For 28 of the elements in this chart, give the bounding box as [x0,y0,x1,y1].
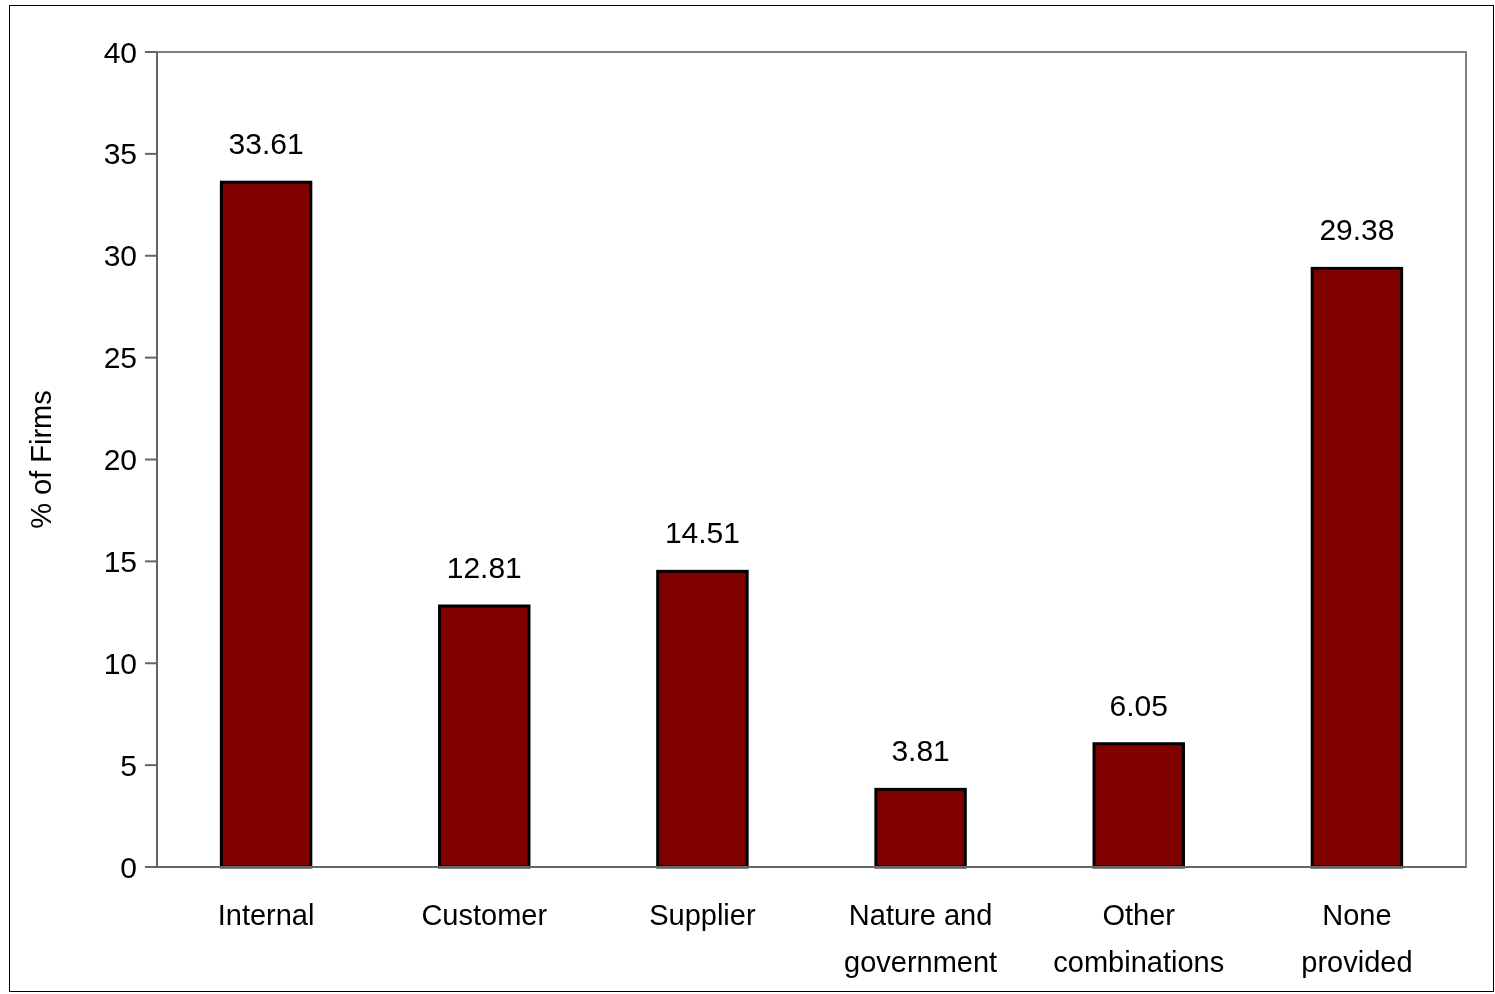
x-tick-label: Supplier [649,899,756,931]
data-label: 33.61 [228,127,304,161]
bar [1310,266,1404,869]
y-axis-title: % of Firms [25,390,57,529]
y-tick-label: 40 [103,35,137,69]
bar [438,604,531,869]
x-tick-label: None provided [1301,899,1413,978]
x-tick-label: Internal [217,899,315,931]
x-tick-label: Nature and government [844,899,998,978]
x-tick-label: Other combinations [1053,899,1225,978]
data-label: 14.51 [664,516,740,550]
y-tick-label: 30 [103,239,137,273]
data-label: 3.81 [891,734,950,768]
y-tick-label: 10 [103,646,137,680]
y-tick-label: 0 [120,850,137,884]
data-label: 12.81 [446,551,522,584]
x-tick-label: Customer [421,899,548,931]
y-tick-label: 15 [103,544,137,578]
y-tick-label: 5 [120,748,137,782]
bar [874,787,967,869]
data-label: 6.05 [1109,688,1168,722]
y-tick-label: 35 [103,137,137,171]
y-tick-label: 20 [103,443,137,476]
bar [1092,742,1185,869]
data-label: 29.38 [1319,213,1395,247]
bar [219,180,313,869]
bar [656,569,749,869]
y-tick-label: 25 [103,341,137,375]
